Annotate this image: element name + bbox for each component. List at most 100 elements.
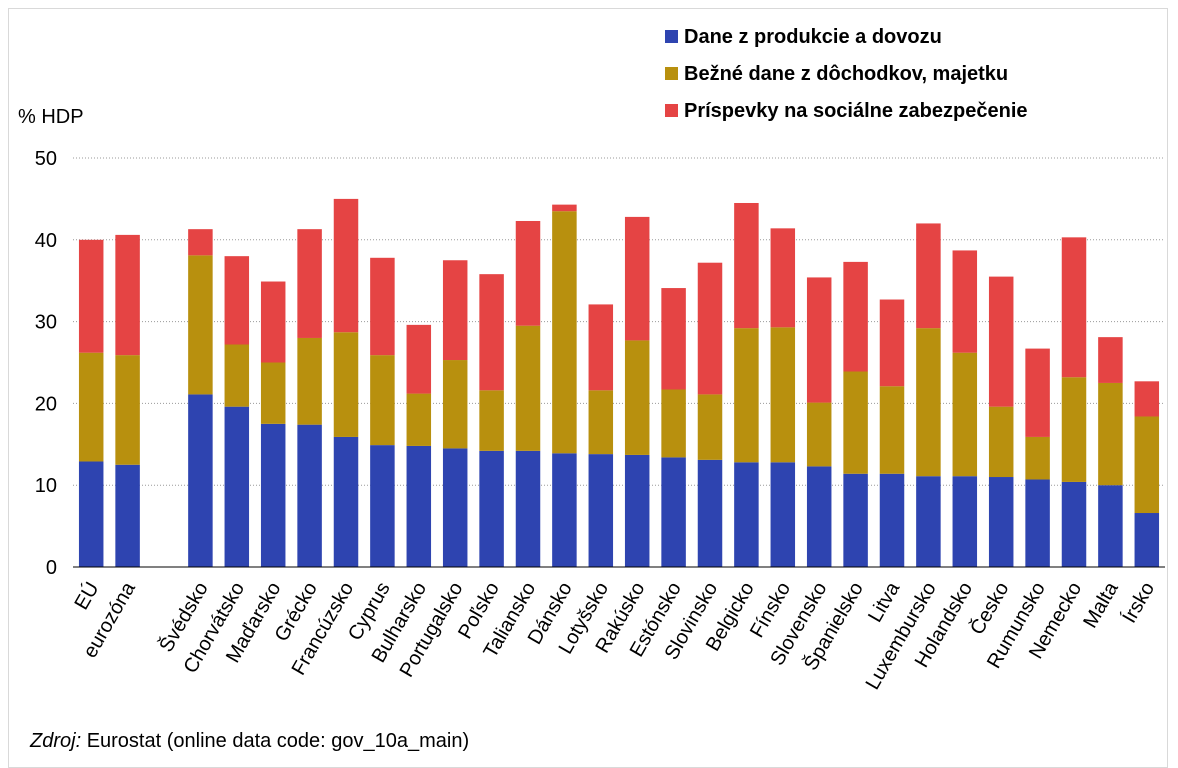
bar-segment-2	[442, 360, 468, 449]
bar-segment-3	[333, 198, 359, 333]
bar-segment-1	[734, 462, 759, 567]
bar-segment-2	[370, 355, 395, 446]
bar-segment-2	[879, 386, 905, 474]
legend-label-2: Bežné dane z dôchodkov, majetku	[684, 63, 1008, 85]
bar-segment-3	[406, 324, 432, 394]
bar-segment-2	[661, 389, 686, 458]
bar-segment-3	[916, 223, 941, 329]
bar-segment-2	[843, 371, 868, 474]
y-axis-label: % HDP	[18, 106, 84, 128]
bar-segment-3	[806, 277, 832, 403]
bar-segment-3	[624, 216, 650, 341]
bar-segment-2	[78, 352, 104, 462]
y-tick-label: 50	[35, 148, 57, 170]
bar-segment-1	[1134, 513, 1160, 567]
bar-segment-1	[1061, 481, 1087, 567]
bar-segment-3	[770, 228, 796, 328]
bar-segment-2	[1134, 416, 1160, 514]
bar-segment-2	[697, 394, 723, 460]
legend-label-3: Príspevky na sociálne zabezpečenie	[684, 100, 1028, 122]
bar-segment-2	[588, 390, 614, 455]
bar-segment-1	[624, 454, 650, 567]
bar-segment-3	[697, 262, 723, 395]
bar-segment-1	[188, 394, 213, 567]
bar-segment-2	[406, 393, 432, 446]
bar-segment-3	[188, 229, 213, 256]
bar-segment-1	[952, 476, 978, 567]
bar-segment-2	[1098, 382, 1123, 486]
bar-segment-3	[260, 281, 286, 363]
source-text: Eurostat (online data code: gov_10a_main…	[86, 730, 470, 752]
bar-segment-1	[115, 464, 140, 567]
bar-segment-1	[879, 473, 905, 567]
bar-segment-3	[661, 288, 686, 390]
bar-segment-2	[188, 255, 213, 395]
bar-segment-2	[515, 325, 541, 451]
legend-swatch-3	[665, 104, 678, 117]
bar-segment-1	[1025, 479, 1050, 567]
y-tick-label: 20	[35, 393, 57, 415]
bar-segment-1	[406, 445, 432, 567]
x-tick-label: EÚ	[70, 578, 104, 614]
bar-segment-2	[479, 390, 504, 451]
bar-segment-3	[115, 234, 140, 356]
bar-segment-2	[260, 362, 286, 424]
bar-segment-1	[843, 473, 868, 567]
bar-segment-1	[552, 453, 577, 567]
bar-segment-1	[370, 445, 395, 567]
bar-segment-2	[734, 328, 759, 463]
y-tick-label: 10	[35, 475, 57, 497]
legend-label-1: Dane z produkcie a dovozu	[684, 26, 942, 48]
bar-segment-3	[297, 229, 322, 338]
bar-segment-3	[442, 260, 468, 361]
x-tick-label: Malta	[1079, 578, 1123, 632]
bar-segment-1	[916, 476, 941, 567]
bar-segment-3	[1098, 337, 1123, 383]
legend-swatch-2	[665, 67, 678, 80]
bar-segment-1	[442, 448, 468, 567]
bar-segment-2	[806, 402, 832, 467]
bar-segment-2	[988, 406, 1014, 478]
y-tick-label: 30	[35, 312, 57, 334]
bar-segment-3	[952, 250, 978, 353]
bar-segment-3	[879, 299, 905, 387]
bar-segment-2	[952, 352, 978, 477]
bar-segment-1	[588, 454, 614, 567]
bar-segment-2	[916, 328, 941, 477]
source-note: Zdroj: Eurostat (online data code: gov_1…	[30, 730, 469, 753]
bar-segment-1	[697, 459, 723, 567]
bar-segment-1	[988, 477, 1014, 567]
bar-segment-1	[661, 457, 686, 567]
bar-segment-1	[297, 424, 322, 567]
bar-segment-3	[515, 220, 541, 326]
y-tick-label: 0	[46, 557, 57, 579]
bar-segment-1	[1098, 485, 1123, 567]
bar-segment-3	[734, 202, 759, 329]
bar-segment-3	[78, 239, 104, 353]
bar-segment-1	[260, 423, 286, 567]
bar-segment-2	[224, 344, 250, 407]
bar-segment-1	[78, 461, 104, 567]
bar-segment-3	[988, 276, 1014, 407]
bar-segment-1	[479, 450, 504, 567]
bar-segment-3	[224, 256, 250, 345]
source-label: Zdroj:	[30, 730, 82, 752]
bar-segment-3	[588, 304, 614, 391]
bar-segment-1	[770, 462, 796, 567]
bar-segment-1	[515, 450, 541, 567]
bar-segment-2	[624, 340, 650, 455]
bar-segment-2	[770, 327, 796, 463]
x-tick-label: Írsko	[1118, 578, 1160, 627]
bar-segment-3	[843, 261, 868, 372]
bar-segment-3	[370, 257, 395, 356]
bar-segment-3	[1025, 348, 1050, 437]
y-tick-label: 40	[35, 230, 57, 252]
bar-segment-3	[1061, 237, 1087, 378]
bar-segment-2	[297, 337, 322, 425]
bar-segment-3	[552, 204, 577, 212]
bar-segment-2	[333, 332, 359, 437]
bar-segment-3	[1134, 381, 1160, 417]
legend-swatch-1	[665, 30, 678, 43]
bar-segment-3	[479, 274, 504, 391]
